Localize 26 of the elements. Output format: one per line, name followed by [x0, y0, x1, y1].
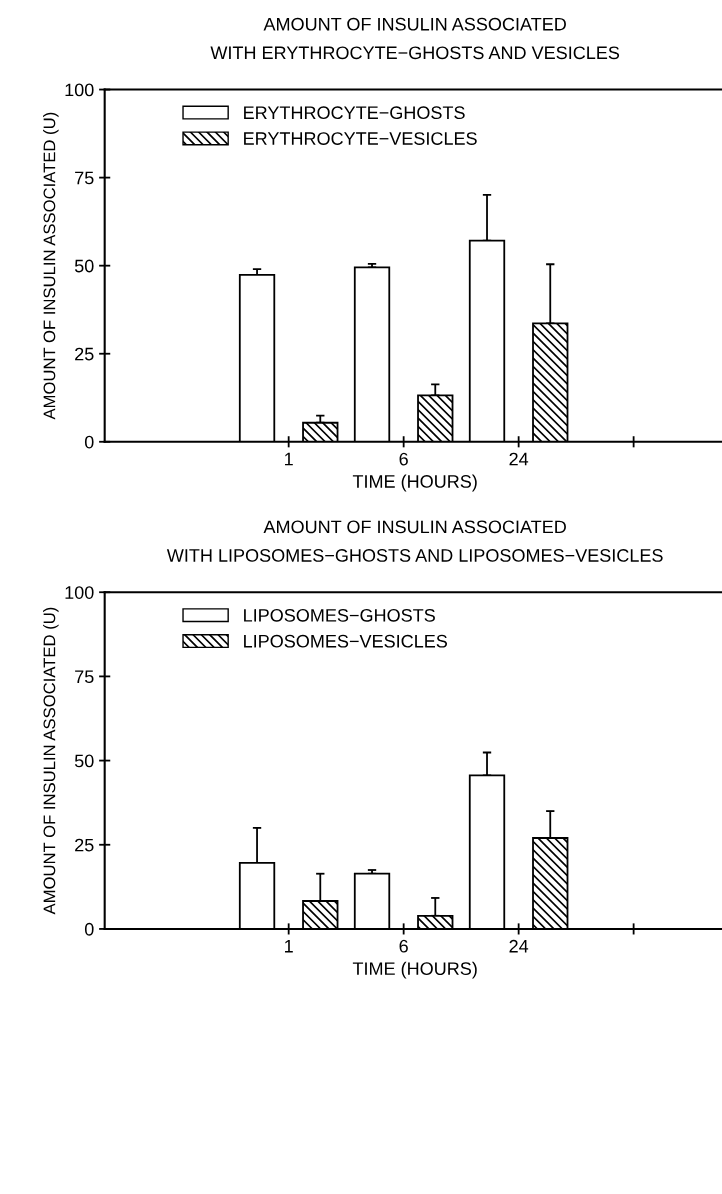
x-tick-label: 6: [399, 939, 408, 953]
y-tick-label: 100: [65, 83, 94, 97]
legend-label: ERYTHROCYTE−VESICLES: [244, 132, 477, 145]
y-tick-label: 50: [74, 754, 94, 768]
x-tick-label: 1: [285, 452, 293, 466]
x-tick-label: 24: [509, 939, 529, 953]
legend-label: LIPOSOMES−VESICLES: [244, 634, 447, 648]
y-tick-label: 50: [74, 259, 94, 273]
x-tick-label: 1: [285, 940, 293, 953]
y-tick-label: 0: [84, 922, 94, 936]
chart-title: AMOUNT OF INSULIN ASSOCIATED WITH LIPOSOMES−GHOSTS AND LIPOSOMES−VESICLES: [166, 520, 663, 562]
x-axis-title: TIME (HOURS): [352, 474, 477, 492]
x-axis-title: TIME (HOURS): [352, 961, 477, 979]
legend-label: ERYTHROCYTE−GHOSTS: [244, 106, 465, 120]
y-tick-label: 25: [75, 838, 94, 852]
y-tick-label: 75: [75, 670, 94, 684]
legend-label: LIPOSOMES−GHOSTS: [244, 608, 435, 622]
y-tick-label: 25: [75, 347, 94, 361]
y-tick-label: 100: [65, 586, 94, 599]
y-axis-title: AMOUNT OF INSULIN ASSOCIATED (U): [43, 607, 59, 915]
y-tick-label: 75: [75, 171, 94, 185]
x-tick-label: 24: [509, 452, 529, 466]
x-tick-label: 6: [399, 452, 408, 466]
y-axis-title: AMOUNT OF INSULIN ASSOCIATED (U): [43, 112, 59, 420]
y-tick-label: 0: [84, 435, 94, 449]
chart-title: AMOUNT OF INSULIN ASSOCIATED WITH ERYTHROCYTE−GHOSTS AND VESICLES: [210, 17, 620, 60]
